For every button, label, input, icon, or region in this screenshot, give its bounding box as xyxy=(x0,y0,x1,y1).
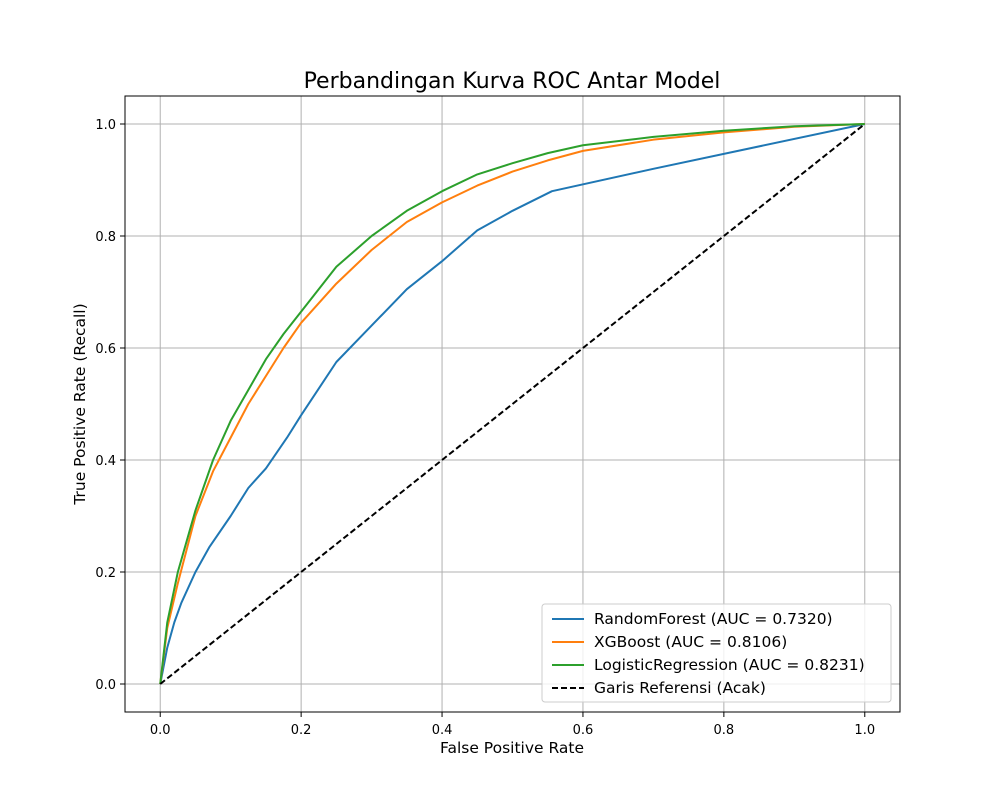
y-tick-label: 1.0 xyxy=(95,118,116,133)
legend-box xyxy=(541,603,892,703)
series-line-0 xyxy=(159,123,865,685)
legend-label: XGBoost (AUC = 0.8106) xyxy=(594,633,787,651)
legend-label: LogisticRegression (AUC = 0.8231) xyxy=(594,656,865,674)
x-tick-label: 0.6 xyxy=(573,723,594,738)
ticks: 0.0 0.2 0.4 0.6 0.8 1.0 0.0 0.2 0.4 0.6 0.8 1.0 xyxy=(95,118,875,738)
legend-label: RandomForest (AUC = 0.7320) xyxy=(594,610,833,628)
series-line-3 xyxy=(159,123,866,685)
y-tick-label: 0.0 xyxy=(95,678,116,693)
x-tick-label: 0.2 xyxy=(291,723,312,738)
y-tick-label: 0.6 xyxy=(95,342,116,357)
x-tick-label: 0.4 xyxy=(432,723,453,738)
y-tick-label: 0.8 xyxy=(95,230,116,245)
grid xyxy=(125,96,900,712)
x-tick-label: 1.0 xyxy=(854,723,875,738)
y-tick-label: 0.4 xyxy=(95,454,116,469)
chart-title: Perbandingan Kurva ROC Antar Model xyxy=(304,69,721,94)
x-tick-label: 0.8 xyxy=(714,723,735,738)
plot-frame xyxy=(124,95,901,713)
series-layer xyxy=(159,123,866,685)
legend: RandomForest (AUC = 0.7320) XGBoost (AUC … xyxy=(541,603,892,703)
series-line-2 xyxy=(159,123,865,685)
series-line-1 xyxy=(159,123,865,685)
x-tick-label: 0.0 xyxy=(150,723,171,738)
y-tick-label: 0.2 xyxy=(95,566,116,581)
x-axis-label: False Positive Rate xyxy=(440,739,584,757)
legend-label: Garis Referensi (Acak) xyxy=(594,679,766,697)
y-axis-label: True Positive Rate (Recall) xyxy=(71,303,89,505)
